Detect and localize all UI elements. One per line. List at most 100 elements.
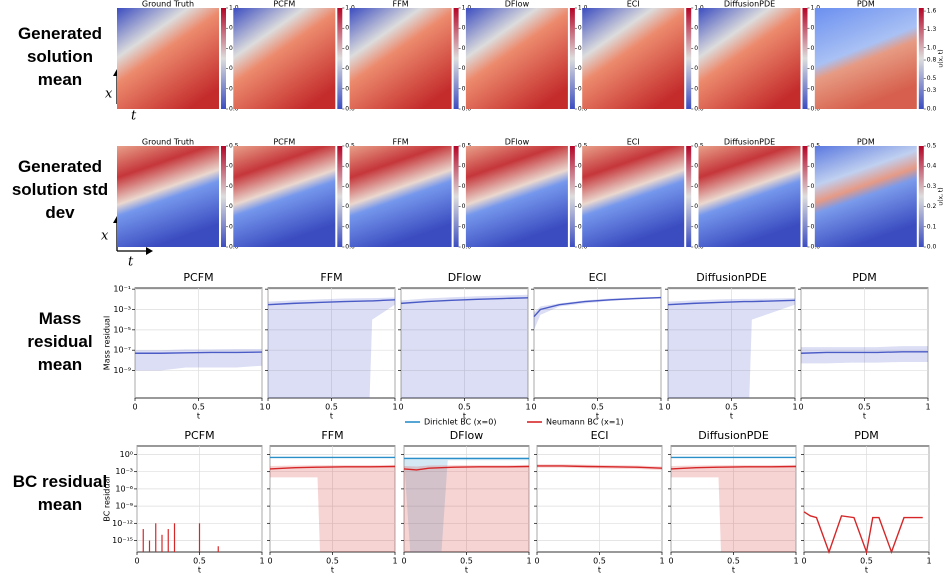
x-tick-label: 0 bbox=[665, 403, 670, 412]
legend-label: Neumann BC (x=1) bbox=[546, 418, 624, 427]
panel-title: ECI bbox=[627, 0, 640, 9]
x-tick-label: 1 bbox=[392, 557, 397, 566]
band bbox=[671, 464, 796, 552]
panel-title: DFlow bbox=[505, 138, 530, 147]
series-line bbox=[269, 465, 396, 470]
x-tick-label: 0.5 bbox=[325, 403, 338, 412]
colorbar-tick-label: 0.5 bbox=[927, 143, 937, 150]
colorbar bbox=[686, 146, 692, 247]
x-axis-label: t bbox=[732, 566, 735, 575]
row-label: Generated solution mean bbox=[17, 24, 103, 89]
x-tick-label: 1 bbox=[926, 557, 931, 566]
x-tick-label: 0 bbox=[801, 557, 806, 566]
colorbar bbox=[802, 146, 808, 247]
x-tick-label: 0 bbox=[534, 557, 539, 566]
x-tick-label: 0.5 bbox=[727, 557, 740, 566]
panel-title: DiffusionPDE bbox=[724, 0, 775, 9]
x-tick-label: 1 bbox=[259, 557, 264, 566]
band bbox=[668, 298, 795, 398]
x-tick-label: 0 bbox=[132, 403, 137, 412]
x-tick-label: 1 bbox=[659, 557, 664, 566]
x-axis-label: t bbox=[463, 412, 466, 421]
x-tick-label: 1 bbox=[392, 403, 397, 412]
x-tick-label: 0.5 bbox=[858, 403, 871, 412]
colorbar bbox=[918, 146, 924, 247]
x-axis-label: t bbox=[465, 566, 468, 575]
x-tick-label: 0.5 bbox=[591, 403, 604, 412]
row-label: BC residual mean bbox=[12, 472, 108, 514]
band bbox=[135, 349, 262, 371]
colorbar bbox=[569, 146, 575, 247]
axis-hint: x bbox=[105, 87, 113, 102]
colorbar bbox=[686, 8, 692, 109]
heatmap bbox=[814, 8, 917, 109]
colorbar bbox=[802, 8, 808, 109]
colorbar bbox=[337, 146, 343, 247]
x-tick-label: 0.5 bbox=[725, 403, 738, 412]
x-axis-label: t bbox=[197, 412, 200, 421]
heatmap bbox=[349, 146, 452, 247]
x-tick-label: 1 bbox=[526, 557, 531, 566]
x-tick-label: 0 bbox=[267, 557, 272, 566]
x-tick-label: 1 bbox=[525, 403, 530, 412]
x-tick-label: 0.5 bbox=[192, 403, 205, 412]
colorbar-tick-label: 0.0 bbox=[927, 244, 937, 251]
colorbar bbox=[221, 8, 226, 109]
series-line bbox=[670, 465, 797, 470]
panel-title: FFM bbox=[321, 429, 343, 442]
colorbar-tick-label: 0.5 bbox=[927, 75, 937, 82]
panel-title: ECI bbox=[627, 138, 640, 147]
x-axis-label: t bbox=[331, 566, 334, 575]
x-tick-label: 1 bbox=[925, 403, 930, 412]
y-axis-label: Mass residual bbox=[103, 316, 112, 370]
axis-hint: x bbox=[101, 229, 109, 244]
series-line bbox=[667, 299, 796, 306]
x-tick-label: 0.5 bbox=[458, 403, 471, 412]
series-line bbox=[533, 296, 662, 318]
y-tick-label: 10⁻⁷ bbox=[113, 346, 131, 355]
y-tick-label: 10⁻³ bbox=[115, 467, 133, 476]
panel-title: PDM bbox=[857, 138, 875, 147]
axis-hint: t bbox=[131, 109, 137, 124]
panel-title: DFlow bbox=[505, 0, 530, 9]
x-tick-label: 0.5 bbox=[326, 557, 339, 566]
colorbar bbox=[569, 8, 575, 109]
y-tick-label: 10⁻¹⁵ bbox=[112, 536, 133, 545]
band bbox=[801, 346, 928, 364]
x-tick-label: 0.5 bbox=[593, 557, 606, 566]
panel-title: DiffusionPDE bbox=[696, 271, 767, 284]
colorbar-tick-label: 0.1 bbox=[927, 223, 937, 230]
colorbar bbox=[453, 146, 459, 247]
band bbox=[534, 296, 661, 330]
x-tick-label: 0.5 bbox=[460, 557, 473, 566]
heatmap bbox=[582, 146, 685, 247]
heatmap bbox=[233, 8, 336, 109]
band bbox=[268, 297, 395, 398]
y-tick-label: 10⁻¹² bbox=[112, 519, 133, 528]
series-line bbox=[803, 511, 923, 555]
panel-title: DFlow bbox=[448, 271, 482, 284]
heatmap bbox=[233, 146, 336, 247]
panel-title: PCFM bbox=[183, 271, 213, 284]
panel-title: ECI bbox=[589, 271, 607, 284]
x-axis-label: t bbox=[863, 412, 866, 421]
x-tick-label: 0.5 bbox=[193, 557, 206, 566]
y-tick-label: 10⁻¹ bbox=[113, 285, 131, 294]
x-tick-label: 0 bbox=[265, 403, 270, 412]
panel-title: Ground Truth bbox=[142, 138, 194, 147]
y-tick-label: 10⁻⁹ bbox=[113, 366, 131, 375]
y-tick-label: 10⁻⁹ bbox=[115, 502, 133, 511]
x-tick-label: 0 bbox=[798, 403, 803, 412]
row-label: Mass residual mean bbox=[27, 309, 93, 374]
colorbar-tick-label: 0.3 bbox=[927, 183, 937, 190]
y-tick-label: 10⁰ bbox=[120, 450, 133, 459]
band bbox=[404, 464, 529, 552]
colorbar bbox=[918, 8, 924, 109]
x-tick-label: 0 bbox=[668, 557, 673, 566]
band bbox=[401, 294, 528, 398]
colorbar-tick-label: 0.0 bbox=[927, 106, 937, 113]
heatmap bbox=[582, 8, 685, 109]
heatmap bbox=[698, 146, 801, 247]
colorbar bbox=[453, 8, 459, 109]
